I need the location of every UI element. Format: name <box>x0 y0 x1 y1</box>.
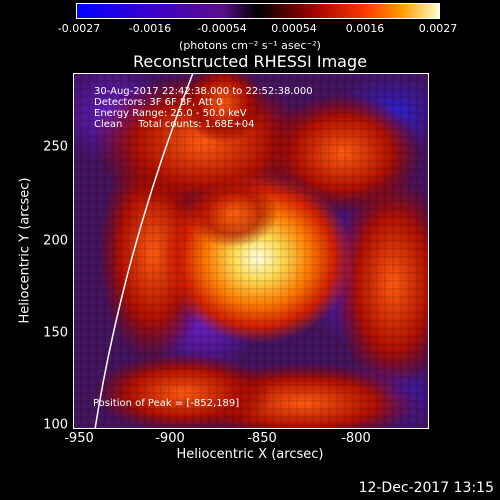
colorbar <box>76 3 440 19</box>
x-tick-label: -850 <box>247 431 277 446</box>
timestamp: 12-Dec-2017 13:15 <box>358 480 494 496</box>
plot-title: Reconstructed RHESSI Image <box>133 52 367 71</box>
colorbar-tick: 0.0016 <box>345 22 385 35</box>
total-counts-text: Clean Total counts: 1.68E+04 <box>94 119 255 130</box>
x-axis-title: Heliocentric X (arcsec) <box>176 447 324 462</box>
peak-position-text: Position of Peak = [-852,189] <box>93 398 240 409</box>
time-range-text: 30-Aug-2017 22:42:38.000 to 22:52:38.000 <box>94 86 313 97</box>
y-tick-label: 200 <box>43 233 68 249</box>
y-tick-label: 100 <box>43 417 68 433</box>
colorbar-units: (photons cm⁻² s⁻¹ asec⁻²) <box>179 39 321 52</box>
detectors-text: Detectors: 3F 6F 8F, Att 0 <box>94 97 223 108</box>
y-axis-title: Heliocentric Y (arcsec) <box>17 177 33 324</box>
x-tick-label: -900 <box>155 431 185 446</box>
colorbar-tick: 0.0027 <box>418 22 458 35</box>
colorbar-tick: -0.00054 <box>197 22 247 35</box>
y-tick-label: 150 <box>43 325 68 341</box>
x-tick-label: -800 <box>341 431 371 446</box>
energy-range-text: Energy Range: 25.0 - 50.0 keV <box>94 108 247 119</box>
y-tick-label: 250 <box>43 139 68 155</box>
colorbar-tick: 0.00054 <box>271 22 317 35</box>
rhessi-image <box>73 73 429 429</box>
colorbar-tick: -0.0016 <box>128 22 172 35</box>
solar-limb-line <box>94 73 194 429</box>
colorbar-tick: -0.0027 <box>57 22 101 35</box>
x-tick-label: -950 <box>64 431 94 446</box>
